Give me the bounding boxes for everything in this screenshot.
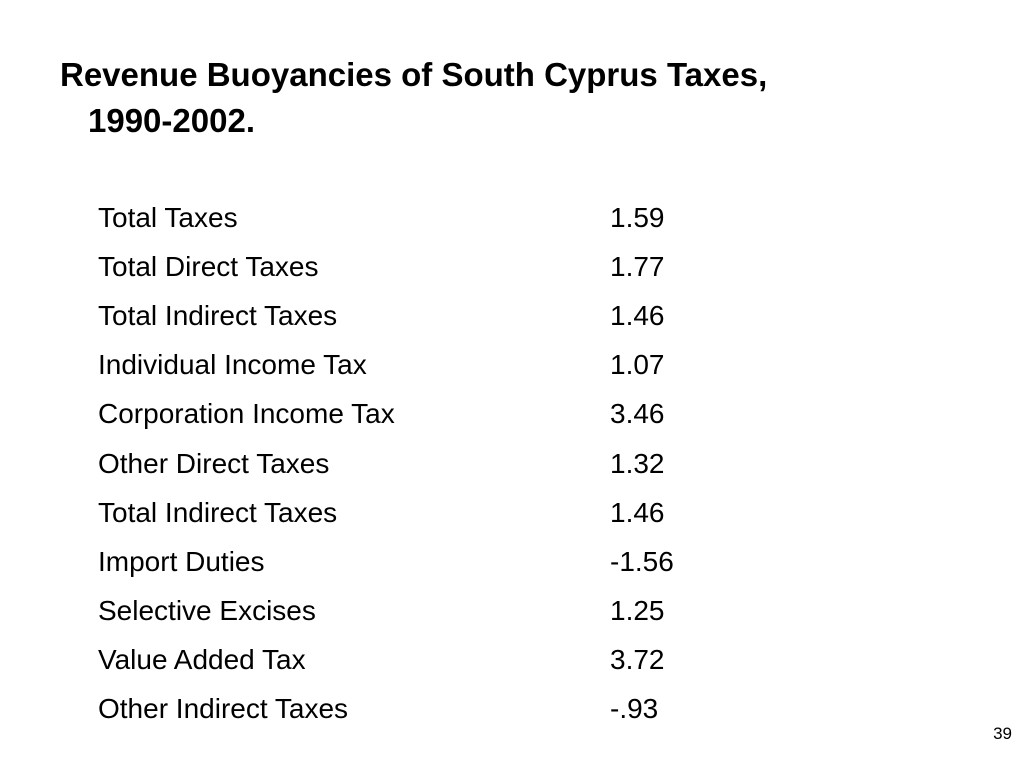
tax-name: Total Direct Taxes — [98, 250, 319, 282]
buoyancy-value: 1.46 — [610, 496, 665, 528]
tax-name: Other Direct Taxes — [98, 447, 330, 479]
page-number: 39 — [993, 724, 1012, 743]
slide-title-line-1: Revenue Buoyancies of South Cyprus Taxes… — [60, 56, 768, 93]
table-row: Value Added Tax 3.72 — [98, 636, 730, 685]
tax-buoyancy-table: Total Taxes 1.59 Total Direct Taxes 1.77… — [98, 193, 730, 734]
table-row: Total Indirect Taxes 1.46 — [98, 291, 730, 340]
buoyancy-value: 3.72 — [610, 644, 665, 676]
table-row: Other Indirect Taxes -.93 — [98, 685, 730, 734]
buoyancy-value: 1.77 — [610, 250, 665, 282]
tax-name: Other Indirect Taxes — [98, 693, 349, 725]
buoyancy-value: 1.07 — [610, 349, 665, 381]
buoyancy-value: 3.46 — [610, 398, 665, 430]
slide-title-line-2: 1990-2002. — [88, 102, 255, 139]
table-row: Import Duties -1.56 — [98, 537, 730, 586]
buoyancy-value: -1.56 — [610, 545, 674, 577]
tax-name: Value Added Tax — [98, 644, 306, 676]
tax-name: Corporation Income Tax — [98, 398, 395, 430]
tax-name: Total Indirect Taxes — [98, 299, 338, 331]
buoyancy-value: 1.25 — [610, 595, 665, 627]
table-row: Corporation Income Tax 3.46 — [98, 390, 730, 439]
tax-name: Selective Excises — [98, 595, 316, 627]
buoyancy-value: 1.59 — [610, 201, 665, 233]
slide-title: Revenue Buoyancies of South Cyprus Taxes… — [60, 52, 960, 144]
table-row: Selective Excises 1.25 — [98, 587, 730, 636]
buoyancy-value: 1.46 — [610, 299, 665, 331]
buoyancy-value: 1.32 — [610, 447, 665, 479]
table-row: Total Taxes 1.59 — [98, 193, 730, 242]
table-row: Total Indirect Taxes 1.46 — [98, 488, 730, 537]
tax-name: Individual Income Tax — [98, 349, 367, 381]
tax-name: Total Taxes — [98, 201, 238, 233]
table-row: Individual Income Tax 1.07 — [98, 341, 730, 390]
tax-name: Total Indirect Taxes — [98, 496, 338, 528]
table-row: Other Direct Taxes 1.32 — [98, 439, 730, 488]
buoyancy-value: -.93 — [610, 693, 659, 725]
tax-name: Import Duties — [98, 545, 265, 577]
table-row: Total Direct Taxes 1.77 — [98, 242, 730, 291]
